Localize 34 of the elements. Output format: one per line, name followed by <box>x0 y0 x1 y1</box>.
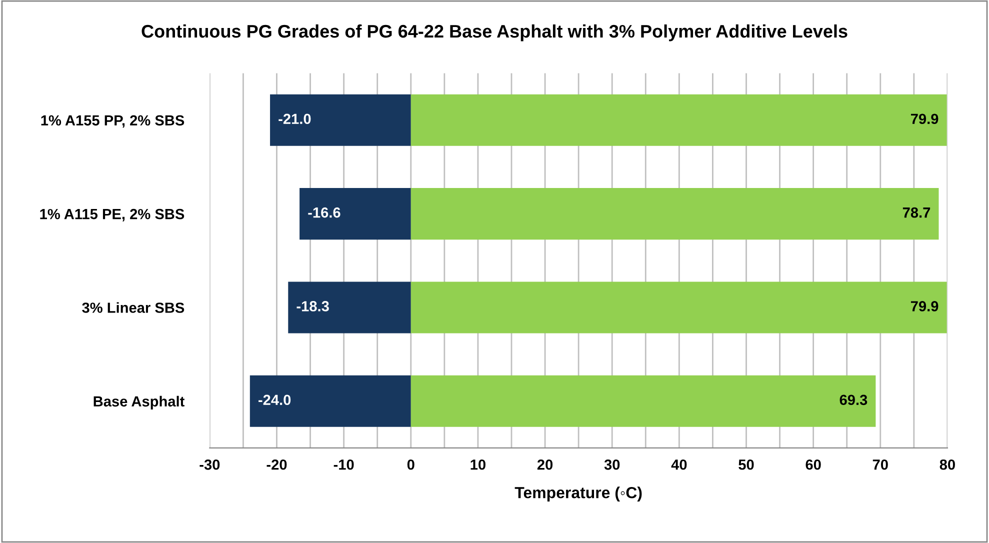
y-tick-label: 1% A155 PP, 2% SBS <box>41 115 184 128</box>
data-label: -16.6 <box>308 207 340 218</box>
x-tick-label: 30 <box>604 459 620 470</box>
y-tick-label: 1% A115 PE, 2% SBS <box>40 208 184 222</box>
x-tick-label: 40 <box>671 459 687 470</box>
x-tick-label: 80 <box>940 459 955 470</box>
y-tick-label: Base Asphalt <box>94 396 184 410</box>
x-tick-label: 20 <box>537 459 553 470</box>
x-tick-label: 0 <box>407 459 414 470</box>
x-tick-label: 70 <box>872 459 888 470</box>
data-label: 78.7 <box>902 207 930 218</box>
data-label: 79.9 <box>910 114 938 124</box>
x-tick-label: 50 <box>738 459 754 470</box>
data-label: -24.0 <box>258 394 291 406</box>
x-tick-label: 60 <box>806 459 821 470</box>
x-tick-label: -30 <box>200 459 220 470</box>
bar <box>288 282 411 334</box>
x-tick-label: -20 <box>266 459 287 470</box>
bar <box>410 94 947 146</box>
data-label: -21.0 <box>278 114 311 124</box>
chart-title: Continuous PG Grades of PG 64-22 Base Asphalt with 3% Polymer Additive Levels <box>142 24 848 42</box>
x-tick-label: -10 <box>334 459 354 470</box>
x-tick-label: 10 <box>470 459 486 470</box>
bar <box>410 188 939 240</box>
bar <box>410 375 876 427</box>
bar <box>250 375 411 427</box>
data-label: -18.3 <box>296 301 329 312</box>
bar <box>300 188 411 240</box>
y-tick-label: 3% Linear SBS <box>82 302 184 313</box>
data-label: 69.3 <box>840 394 868 406</box>
bar <box>410 282 947 334</box>
x-axis-title: Temperature (◦C) <box>514 486 642 502</box>
bar <box>270 94 411 146</box>
data-label: 79.9 <box>910 301 938 312</box>
